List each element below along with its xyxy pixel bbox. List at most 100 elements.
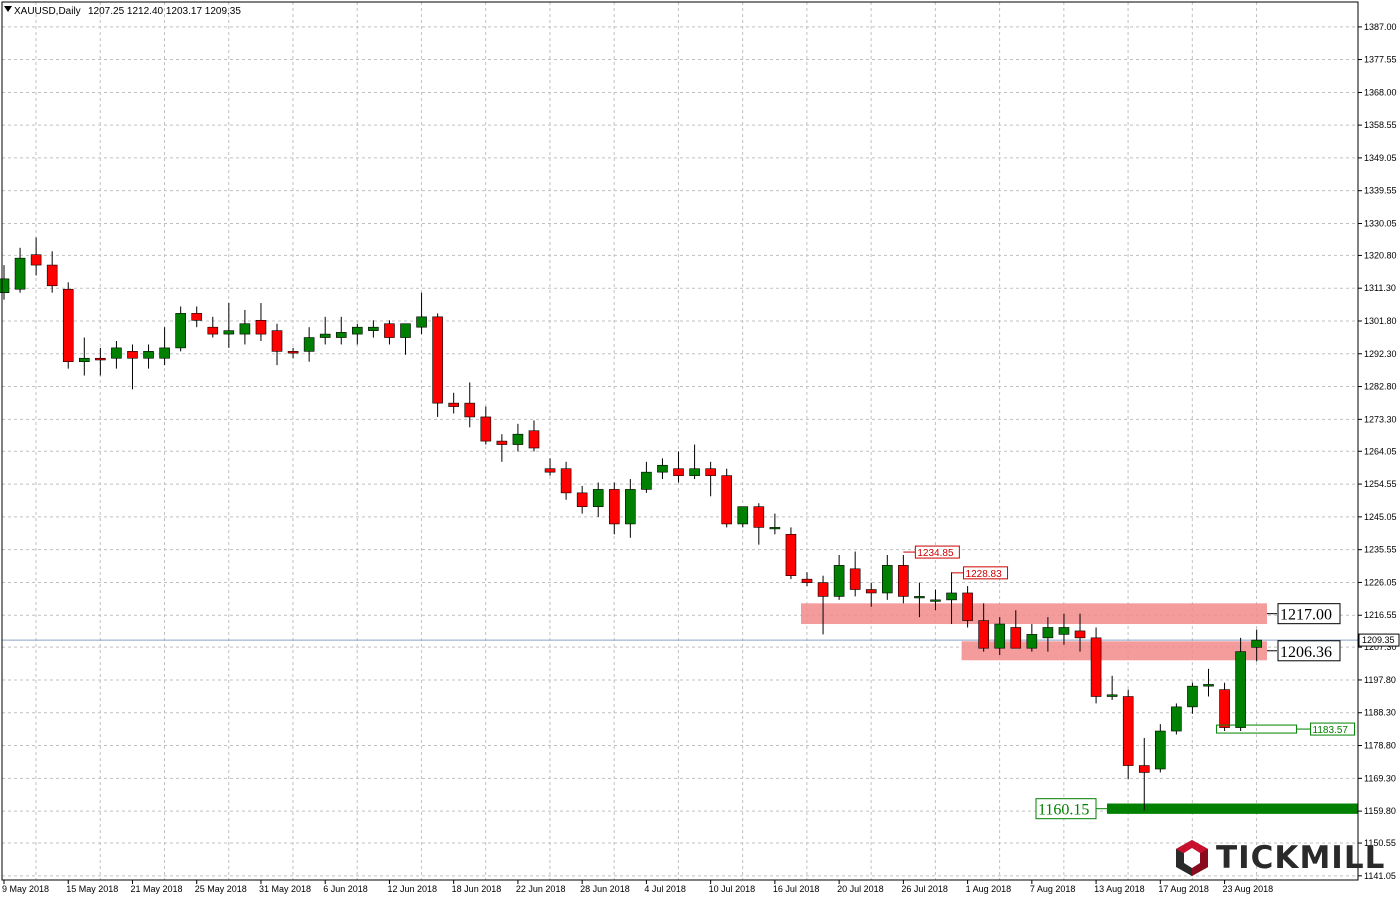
candle-bull	[1106, 694, 1118, 697]
y-tick-label: 1178.80	[1364, 741, 1396, 751]
support-zone-label-box	[1035, 798, 1097, 820]
candle-bull	[1251, 639, 1262, 648]
candle-bear	[1074, 630, 1086, 639]
level-marks: 1234.85 1228.83 1183.57	[903, 545, 1356, 736]
grid-lines	[2, 2, 1358, 880]
candle-bull	[1187, 685, 1198, 708]
x-tick-label: 9 May 2018	[2, 884, 49, 894]
candle-bull	[416, 316, 427, 328]
candle-bull	[1203, 684, 1214, 687]
y-tick-label: 1358.55	[1364, 120, 1397, 130]
candle-bear	[1219, 689, 1230, 728]
current-price-box	[1358, 633, 1400, 647]
y-tick-label: 1311.30	[1364, 283, 1396, 293]
candle-bear	[432, 316, 443, 404]
candle-bear	[287, 351, 299, 354]
x-tick-label: 15 May 2018	[66, 884, 118, 894]
y-tick-label: 1188.30	[1364, 708, 1396, 718]
y-tick-label: 1264.05	[1364, 446, 1397, 456]
y-tick-label: 1330.05	[1364, 218, 1397, 228]
resistance-zone	[961, 641, 1267, 661]
y-tick-label: 1245.05	[1364, 512, 1397, 522]
candle-bear	[544, 468, 556, 473]
x-tick-label: 12 Jun 2018	[387, 884, 437, 894]
candle-bull	[881, 565, 893, 594]
y-tick-label: 1150.55	[1364, 838, 1396, 848]
x-tick-label: 13 Aug 2018	[1094, 884, 1145, 894]
candle-bull	[769, 527, 781, 530]
candle-bull	[319, 333, 331, 338]
candle-bear	[560, 468, 572, 494]
candle-bear	[705, 468, 716, 476]
resistance-mark-label: 1234.85	[917, 548, 954, 559]
symbol-label: XAUUSD,Daily	[14, 6, 81, 17]
candle-bull	[0, 278, 10, 293]
candle-bull	[335, 332, 347, 338]
candle-bear	[801, 578, 813, 583]
y-tick-label: 1216.55	[1364, 610, 1397, 620]
y-tick-label: 1207.30	[1364, 642, 1397, 652]
candle-bear	[95, 357, 106, 361]
candle-bear	[785, 533, 797, 577]
candle-bear	[46, 264, 58, 287]
y-tick-label: 1387.00	[1364, 22, 1397, 32]
candle-bear	[127, 351, 138, 359]
candle-bull	[641, 471, 652, 490]
candle-bear	[1090, 637, 1102, 697]
candle-bull	[946, 592, 957, 601]
x-tick-label: 21 May 2018	[130, 884, 182, 894]
candle-bear	[30, 254, 42, 266]
x-tick-label: 22 Jun 2018	[516, 884, 566, 894]
price-zones: 1217.00 1206.36 1160.15	[801, 603, 1358, 820]
candle-bull	[930, 599, 941, 602]
y-tick-label: 1339.55	[1364, 186, 1397, 196]
current-price-label: 1209.35	[1362, 635, 1395, 645]
x-tick-label: 20 Jul 2018	[837, 884, 884, 894]
candle-bull	[159, 347, 170, 359]
y-tick-label: 1235.55	[1364, 545, 1397, 555]
x-tick-label: 23 Aug 2018	[1223, 884, 1274, 894]
resistance-mark-box	[914, 545, 960, 559]
resistance-mark-box	[963, 566, 1009, 580]
y-tick-label: 1159.80	[1364, 806, 1396, 816]
x-tick-label: 7 Aug 2018	[1030, 884, 1076, 894]
chart-menu-icon[interactable]	[4, 6, 12, 12]
y-tick-label: 1226.05	[1364, 577, 1397, 587]
x-tick-label: 10 Jul 2018	[709, 884, 756, 894]
candle-bull	[625, 489, 636, 525]
candle-bear	[865, 589, 877, 594]
candle-bear	[255, 319, 267, 335]
candles	[0, 237, 1262, 811]
candle-bear	[464, 402, 476, 418]
candle-bull	[833, 565, 845, 597]
candle-bull	[1171, 706, 1182, 732]
candle-bull	[368, 326, 379, 331]
candle-bull	[14, 257, 26, 290]
candle-bear	[62, 288, 74, 363]
ohlc-label: 1207.25 1212.40 1203.17 1209.35	[88, 6, 241, 17]
candle-bull	[592, 489, 604, 507]
candle-bear	[496, 440, 508, 445]
x-tick-label: 1 Aug 2018	[966, 884, 1012, 894]
candle-bear	[271, 330, 283, 352]
candle-bull	[1058, 627, 1070, 635]
y-tick-label: 1141.05	[1364, 871, 1396, 881]
candle-bear	[898, 565, 909, 597]
brand-name: TICKMILL	[1216, 840, 1386, 876]
support-zone	[1107, 803, 1358, 814]
candle-bear	[576, 492, 588, 507]
candle-bull	[512, 433, 524, 445]
candle-bull	[303, 337, 315, 352]
y-tick-label: 1292.30	[1364, 349, 1397, 359]
x-tick-label: 26 Jul 2018	[901, 884, 948, 894]
y-tick-label: 1368.00	[1364, 87, 1397, 97]
candle-bear	[978, 620, 989, 649]
candle-bear	[962, 592, 973, 621]
x-tick-label: 17 Aug 2018	[1158, 884, 1209, 894]
zone-label: 1206.36	[1280, 644, 1332, 661]
candle-bull	[223, 330, 235, 335]
candle-bear	[608, 489, 620, 525]
x-tick-label: 16 Jul 2018	[773, 884, 820, 894]
